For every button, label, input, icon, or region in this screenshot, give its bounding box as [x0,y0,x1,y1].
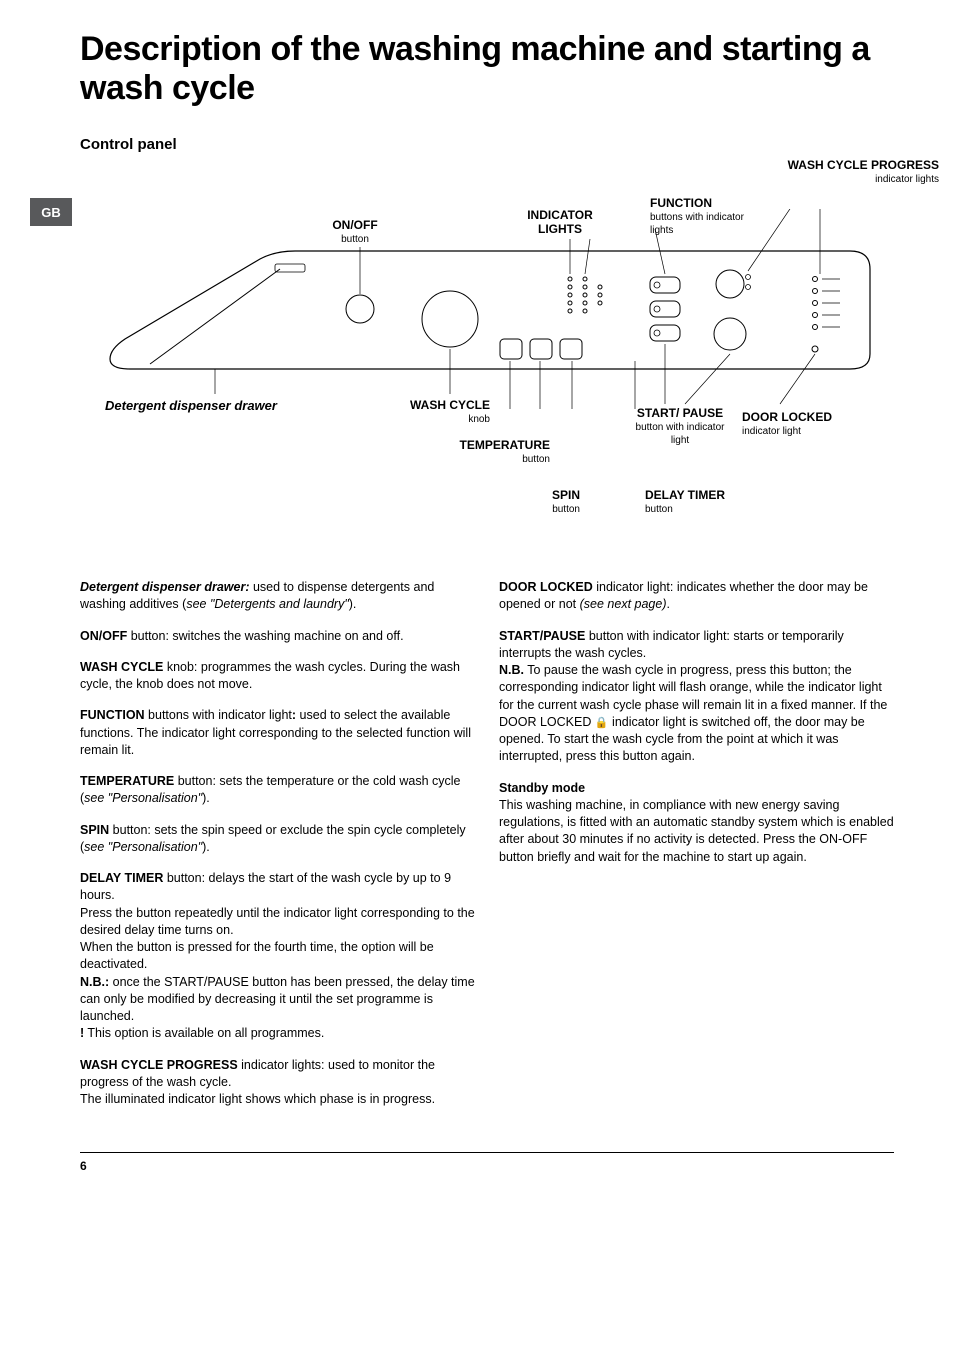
para-onoff: ON/OFF button: switches the washing mach… [80,628,475,645]
para-temperature: TEMPERATURE button: sets the temperature… [80,773,475,808]
callout-start-pause: START/ PAUSE button with indicator light [635,407,725,446]
control-panel-diagram: ON/OFF button INDICATOR LIGHTS FUNCTION … [80,159,894,559]
callout-detergent-drawer: Detergent dispenser drawer [105,399,277,414]
body-columns: Detergent dispenser drawer: used to disp… [80,579,894,1122]
lock-icon: 🔒 [595,717,609,729]
right-column: DOOR LOCKED indicator light: indicates w… [499,579,894,1122]
callout-wash-cycle: WASH CYCLE knob [360,399,490,425]
page-number: 6 [80,1159,894,1173]
para-standby: Standby mode This washing machine, in co… [499,780,894,866]
callout-delay-timer: DELAY TIMER button [645,489,765,515]
section-heading: Control panel [80,136,894,153]
para-function: FUNCTION buttons with indicator light: u… [80,707,475,759]
para-progress: WASH CYCLE PROGRESS indicator lights: us… [80,1057,475,1109]
callout-spin: SPIN button [510,489,580,515]
para-washcycle: WASH CYCLE knob: programmes the wash cyc… [80,659,475,694]
left-column: Detergent dispenser drawer: used to disp… [80,579,475,1122]
footer-rule [80,1152,894,1153]
page-title: Description of the washing machine and s… [80,30,894,108]
para-detergent: Detergent dispenser drawer: used to disp… [80,579,475,614]
para-delay: DELAY TIMER button: delays the start of … [80,870,475,1043]
para-spin: SPIN button: sets the spin speed or excl… [80,822,475,857]
para-doorlocked: DOOR LOCKED indicator light: indicates w… [499,579,894,614]
para-startpause: START/PAUSE button with indicator light:… [499,628,894,766]
panel-svg [80,209,900,409]
language-tab: GB [30,198,72,226]
callout-wash-cycle-progress: WASH CYCLE PROGRESS indicator lights [719,159,939,185]
callout-temperature: TEMPERATURE button [400,439,550,465]
callout-door-locked: DOOR LOCKED indicator light [742,411,882,437]
